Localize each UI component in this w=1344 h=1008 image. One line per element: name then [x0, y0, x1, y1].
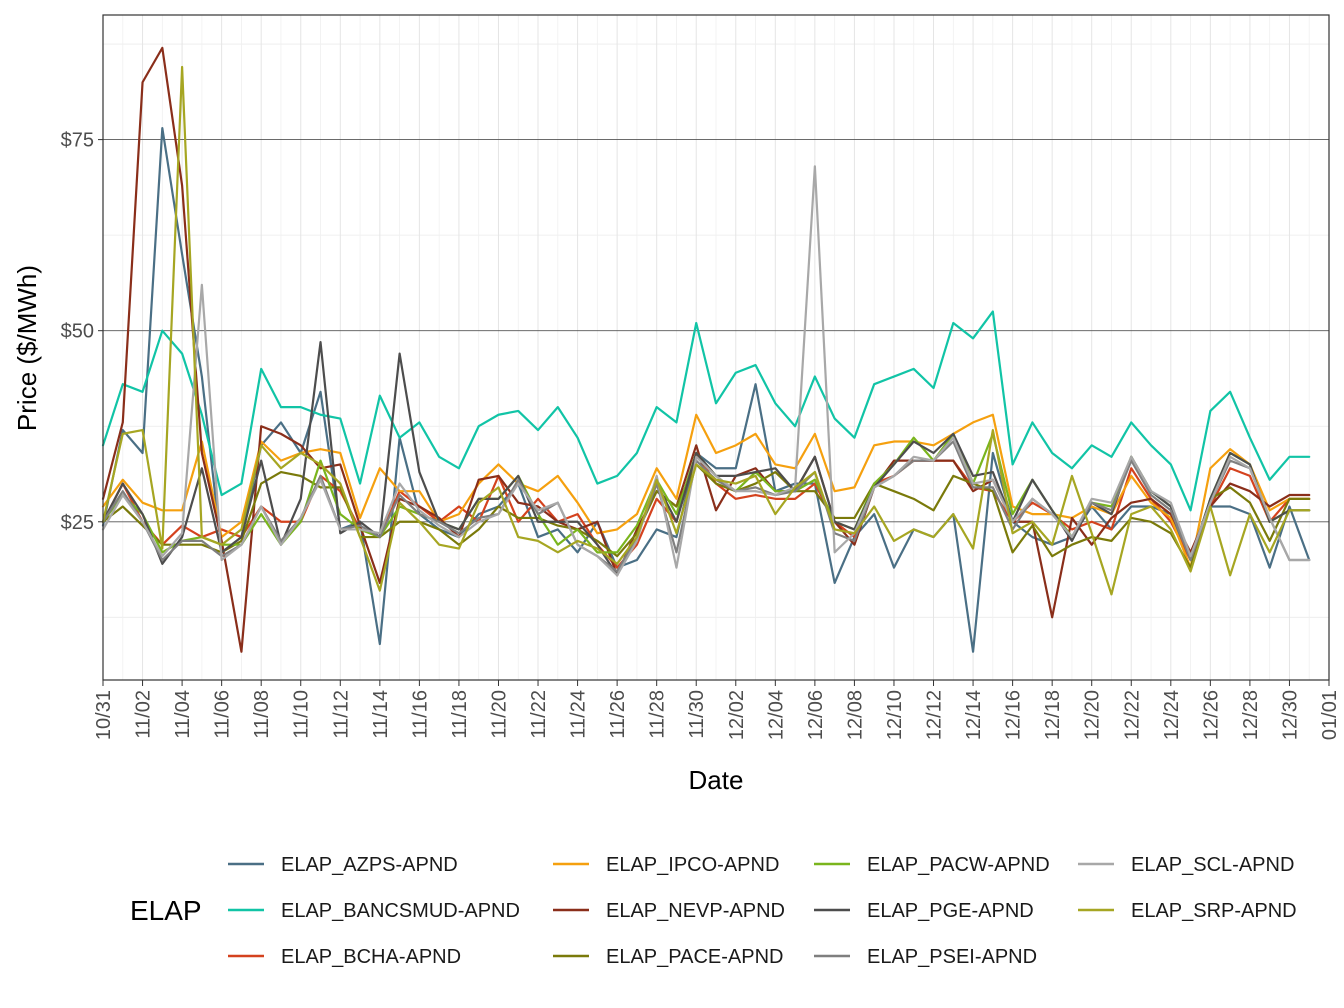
x-tick-label: 11/16 [409, 690, 431, 739]
legend-label: ELAP_SRP-APND [1131, 900, 1297, 922]
x-tick-label: 11/30 [686, 690, 708, 739]
x-tick-label: 12/02 [726, 690, 748, 740]
legend-label: ELAP_AZPS-APND [281, 854, 458, 876]
series-line-elap_nevp-apnd [101, 46, 1311, 653]
x-axis: 10/31 11/02 11/04 11/06 11/08 11/10 11/12 11/14… [93, 680, 1341, 740]
legend-label: ELAP_IPCO-APND [606, 854, 779, 876]
x-tick-label: 12/28 [1240, 690, 1262, 740]
x-tick-label: 11/04 [172, 690, 194, 739]
x-tick-label: 11/10 [291, 690, 313, 739]
series-layer [101, 46, 1311, 653]
x-tick-label: 10/31 [93, 690, 115, 740]
x-tick-label: 11/26 [607, 690, 629, 739]
x-tick-label: 12/10 [884, 690, 906, 740]
legend-label: ELAP_NEVP-APND [606, 900, 785, 922]
y-axis: $25 $50 $75 [61, 130, 103, 534]
legend-label: ELAP_SCL-APND [1131, 854, 1294, 876]
x-tick-label: 11/12 [330, 690, 352, 739]
x-tick-label: 11/18 [449, 690, 471, 739]
legend-label: ELAP_PACW-APND [867, 854, 1050, 876]
x-tick-label: 11/14 [370, 690, 392, 739]
x-tick-label: 12/04 [765, 690, 787, 740]
x-tick-label: 12/12 [924, 690, 946, 740]
legend: ELAP ELAP_AZPS-APND ELAP_BANCSMUD-APND ELA… [130, 854, 1297, 968]
x-tick-label: 11/28 [647, 690, 669, 739]
x-tick-label: 12/08 [844, 690, 866, 740]
legend-label: ELAP_BCHA-APND [281, 946, 461, 968]
legend-label: ELAP_PSEI-APND [867, 946, 1037, 968]
x-tick-label: 12/14 [963, 690, 985, 740]
series-line-elap_azps-apnd [101, 127, 1311, 653]
x-axis-title: Date [689, 765, 744, 795]
x-tick-label: 11/02 [133, 690, 155, 739]
y-axis-title: Price ($/MWh) [12, 265, 42, 431]
x-tick-label: 12/26 [1200, 690, 1222, 740]
x-tick-label: 12/24 [1161, 690, 1183, 740]
x-tick-label: 11/20 [488, 690, 510, 739]
legend-label: ELAP_PACE-APND [606, 946, 783, 968]
series-line-elap_bancsmud-apnd [101, 310, 1311, 512]
y-tick-label: $25 [61, 512, 94, 534]
x-tick-label: 11/24 [568, 690, 590, 739]
x-tick-label: 12/18 [1042, 690, 1064, 740]
grid-layer [102, 15, 1330, 680]
series-line-elap_scl-apnd [101, 165, 1311, 577]
x-tick-label: 01/01 [1319, 690, 1341, 740]
series-line-elap_srp-apnd [101, 65, 1311, 596]
series-line-elap_pge-apnd [101, 341, 1311, 577]
x-tick-label: 12/30 [1279, 690, 1301, 740]
x-tick-label: 11/22 [528, 690, 550, 739]
y-tick-label: $50 [61, 321, 94, 343]
x-tick-label: 12/22 [1121, 690, 1143, 740]
y-tick-label: $75 [61, 130, 94, 152]
legend-label: ELAP_BANCSMUD-APND [281, 900, 520, 922]
x-tick-label: 12/06 [805, 690, 827, 740]
legend-label: ELAP_PGE-APND [867, 900, 1034, 922]
x-tick-label: 11/06 [212, 690, 234, 739]
x-tick-label: 12/20 [1082, 690, 1104, 740]
x-tick-label: 12/16 [1003, 690, 1025, 740]
x-tick-label: 11/08 [251, 690, 273, 739]
plot-panel-border [102, 14, 1330, 681]
legend-title: ELAP [130, 895, 202, 926]
